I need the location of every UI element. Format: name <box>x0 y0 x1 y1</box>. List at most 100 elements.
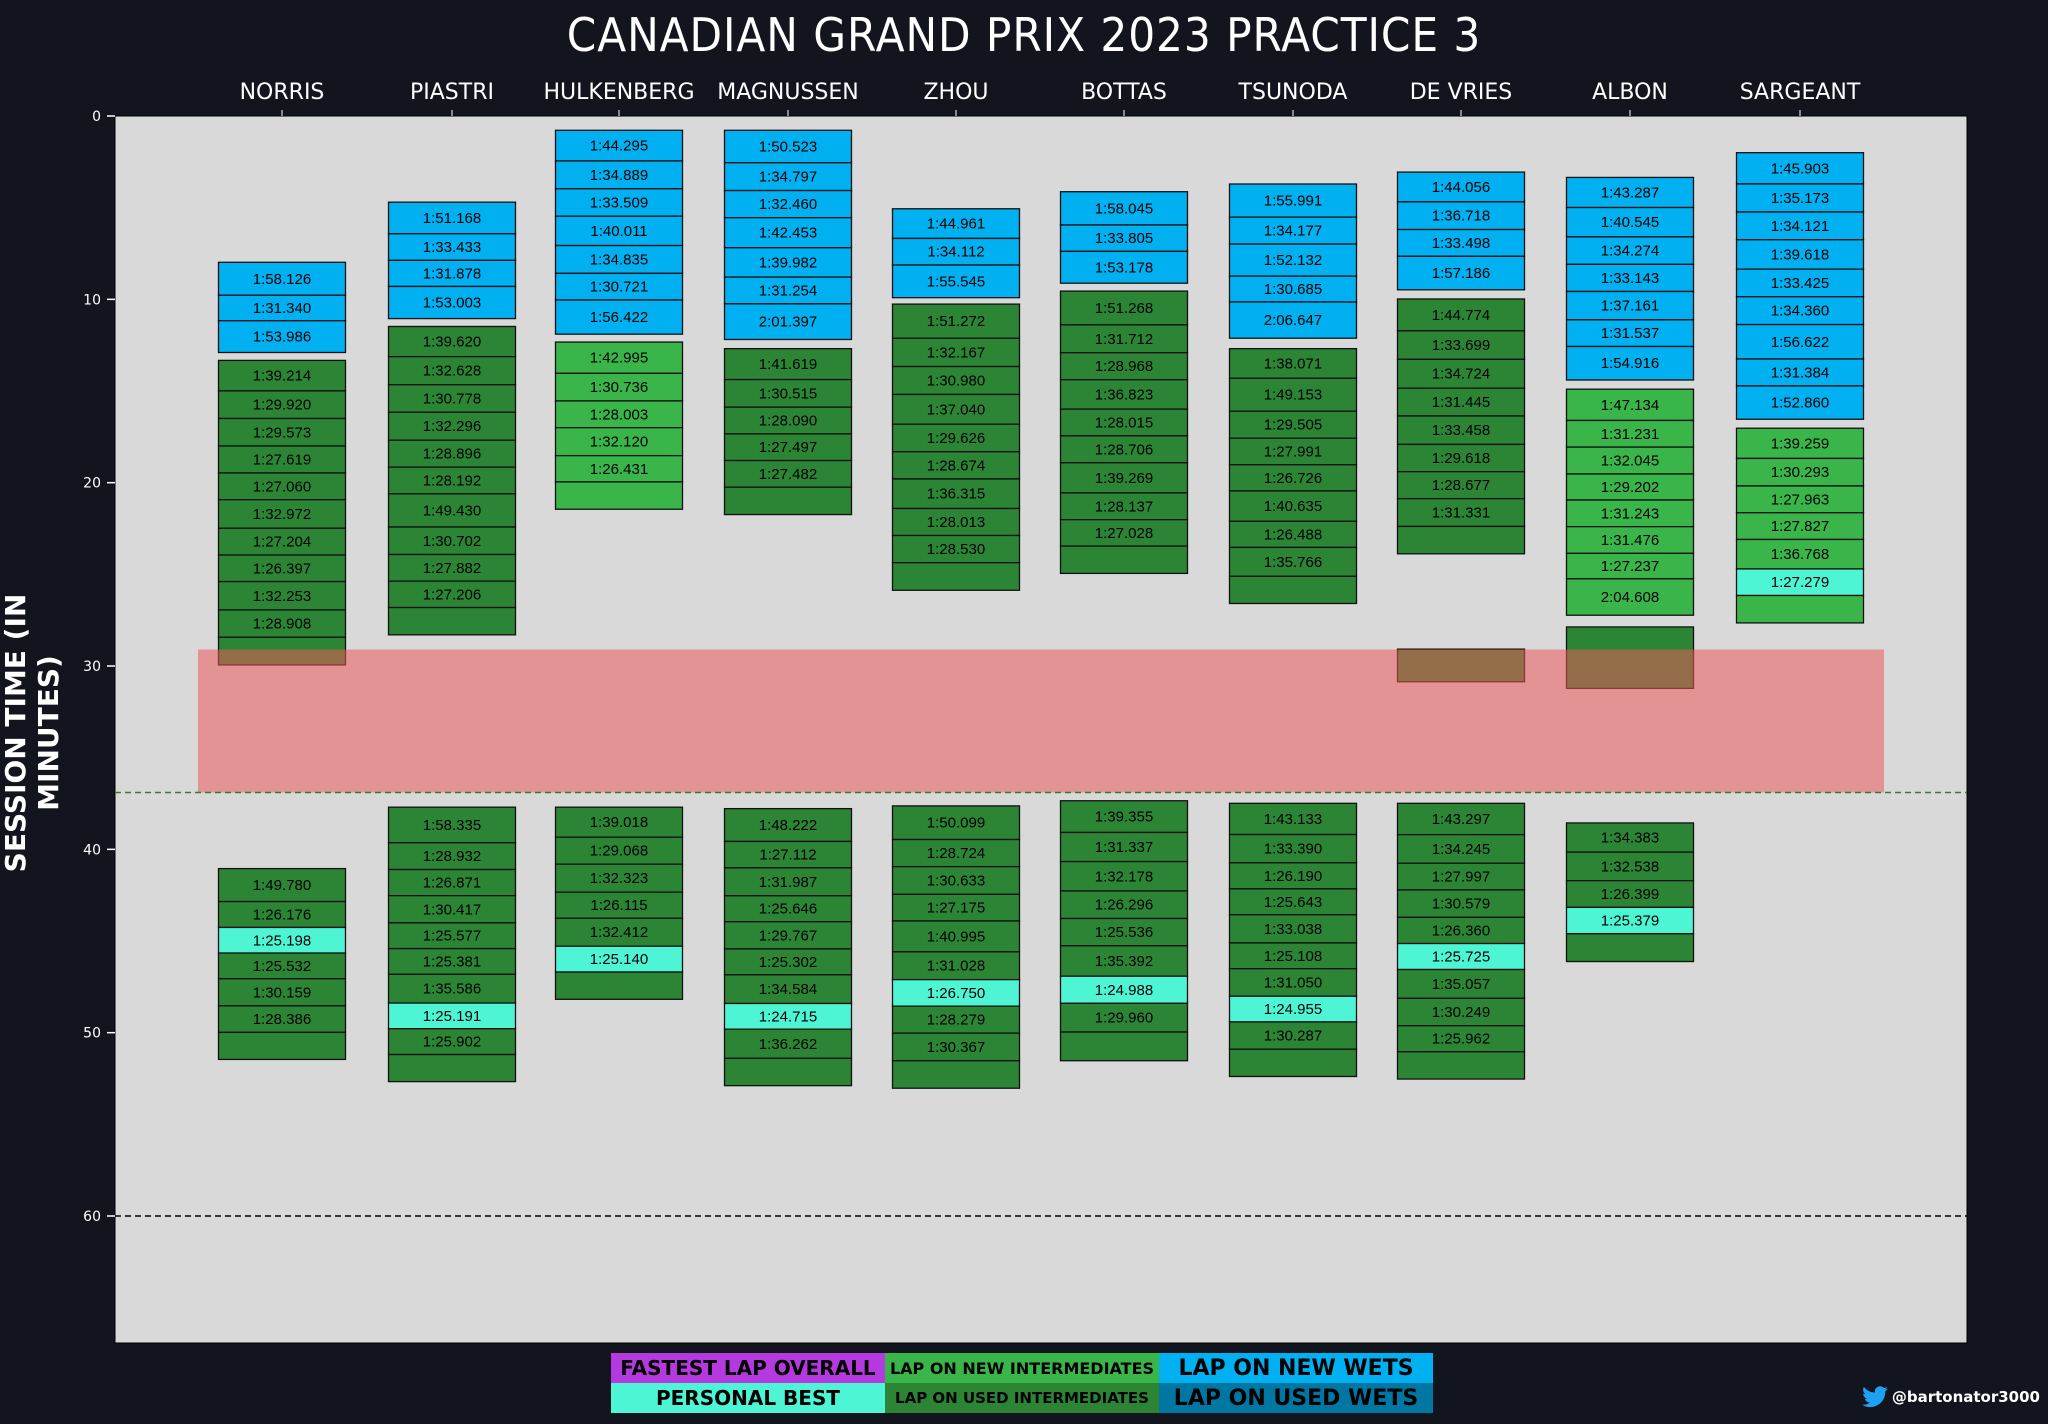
lap-bar <box>1396 387 1526 417</box>
in-lap-bar <box>723 1057 853 1087</box>
lap-time-label: 1:28.908 <box>253 616 311 633</box>
stint: 1:43.297 1:34.245 1:27.997 1:30.579 1:26.360… <box>1396 802 1526 1080</box>
lap-bar <box>1228 464 1358 492</box>
lap-time-label: 1:49.430 <box>423 502 481 519</box>
lap-time-label: 1:42.453 <box>759 225 817 242</box>
lap-bar <box>1059 492 1189 521</box>
lap-bar <box>891 208 1021 240</box>
lap-time-label: 1:28.896 <box>423 446 481 463</box>
lap-time-label: 1:32.323 <box>590 870 648 887</box>
lap-time-label: 1:30.721 <box>590 279 648 296</box>
lap-time-label: 1:49.153 <box>1264 387 1322 404</box>
lap-time-label: 1:31.331 <box>1432 505 1490 522</box>
lap-time-label: 1:31.340 <box>253 300 311 317</box>
lap-bar <box>1396 997 1526 1027</box>
y-tick-label: 40 <box>83 842 101 858</box>
lap-time-label: 1:39.269 <box>1095 470 1153 487</box>
lap-bar <box>1396 802 1526 836</box>
lap-time-label: 1:31.712 <box>1095 331 1153 348</box>
lap-bar <box>1396 916 1526 945</box>
lap-bar <box>554 454 684 483</box>
lap-bar <box>1059 224 1189 252</box>
lap-time-label: 1:36.315 <box>927 486 985 503</box>
lap-time-label: 1:26.360 <box>1432 922 1490 939</box>
lap-bar <box>723 895 853 923</box>
lap-time-label: 1:40.635 <box>1264 498 1322 515</box>
lap-bar <box>217 261 347 296</box>
lap-time-label: 1:31.050 <box>1264 974 1322 991</box>
lap-time-label: 1:30.159 <box>253 984 311 1001</box>
lap-time-label: 1:33.699 <box>1432 337 1490 354</box>
lap-bar <box>891 920 1021 953</box>
lap-time-label: 1:35.766 <box>1264 554 1322 571</box>
lap-bar <box>1059 860 1189 892</box>
lap-time-label: 1:31.231 <box>1601 426 1659 443</box>
lap-bar <box>387 526 517 556</box>
stint: 1:39.620 1:32.628 1:30.778 1:32.296 1:28.896… <box>387 325 517 636</box>
lap-time-label: 1:24.955 <box>1264 1001 1322 1018</box>
lap-time-label: 1:25.108 <box>1264 948 1322 965</box>
stint: 1:51.268 1:31.712 1:28.968 1:36.823 1:28.015… <box>1059 290 1189 575</box>
lap-bar <box>1735 296 1865 326</box>
lap-bar <box>723 129 853 164</box>
lap-bar <box>217 417 347 447</box>
stint: 1:38.071 1:49.153 1:29.505 1:27.991 1:26.726… <box>1228 347 1358 605</box>
lap-bar <box>1228 410 1358 439</box>
lap-bar <box>723 217 853 249</box>
lap-bar <box>891 451 1021 480</box>
lap-time-label: 1:28.192 <box>423 472 481 489</box>
lap-time-label: 1:29.202 <box>1601 479 1659 496</box>
lap-time-label: 1:32.178 <box>1095 868 1153 885</box>
lap-time-label: 1:50.523 <box>759 139 817 156</box>
lap-bar <box>217 472 347 501</box>
lap-bar <box>217 952 347 980</box>
lap-time-label: 1:30.778 <box>423 390 481 407</box>
lap-bar <box>1059 1002 1189 1033</box>
lap-time-label: 1:35.392 <box>1095 953 1153 970</box>
lap-time-label: 1:28.015 <box>1095 414 1153 431</box>
lap-bar <box>217 580 347 611</box>
lap-bar <box>1735 183 1865 213</box>
lap-time-label: 1:34.584 <box>759 981 817 998</box>
driver-name: ALBON <box>1592 80 1668 105</box>
lap-bar <box>1059 462 1189 494</box>
lap-time-label: 1:28.137 <box>1095 498 1153 515</box>
lap-time-label: 1:27.279 <box>1771 574 1829 591</box>
lap-bar <box>387 973 517 1004</box>
lap-bar <box>217 499 347 529</box>
lap-time-label: 1:35.173 <box>1771 190 1829 207</box>
lap-time-label: 1:34.177 <box>1264 223 1322 240</box>
lap-bar <box>1228 802 1358 836</box>
stint: 1:50.523 1:34.797 1:32.460 1:42.453 1:39.982… <box>723 129 853 341</box>
lap-time-label: 1:26.399 <box>1601 886 1659 903</box>
red-flag-band <box>198 649 1884 793</box>
lap-bar <box>1059 408 1189 437</box>
lap-time-label: 1:39.018 <box>590 814 648 831</box>
lap-bar <box>387 356 517 386</box>
stint: 1:41.619 1:30.515 1:28.090 1:27.497 1:27.482 <box>723 347 853 516</box>
lap-bar <box>554 272 684 301</box>
lap-bar <box>723 162 853 192</box>
lap-time-label: 1:32.296 <box>423 418 481 435</box>
lap-bar <box>723 1002 853 1030</box>
lap-time-label: 1:28.968 <box>1095 358 1153 375</box>
driver-name: SARGEANT <box>1740 80 1861 105</box>
lap-bar <box>891 951 1021 981</box>
lap-time-label: 1:31.337 <box>1095 839 1153 856</box>
lap-time-label: 1:58.126 <box>253 271 311 288</box>
lap-bar <box>217 527 347 556</box>
stint: 1:34.383 1:32.538 1:26.399 1:25.379 <box>1565 822 1695 963</box>
lap-bar <box>387 325 517 358</box>
lap-time-label: 1:35.057 <box>1432 976 1490 993</box>
lap-time-label: 1:39.620 <box>423 334 481 351</box>
y-tick-label: 20 <box>83 476 101 492</box>
lap-time-label: 1:28.932 <box>423 848 481 865</box>
lap-time-label: 1:26.871 <box>423 875 481 892</box>
lap-time-label: 1:27.963 <box>1771 491 1829 508</box>
lap-time-label: 1:35.586 <box>423 981 481 998</box>
lap-time-label: 1:28.386 <box>253 1011 311 1028</box>
lap-time-label: 1:29.960 <box>1095 1010 1153 1027</box>
stint: 1:44.961 1:34.112 1:55.545 <box>891 208 1021 299</box>
stint: 1:51.272 1:32.167 1:30.980 1:37.040 1:29.626… <box>891 303 1021 591</box>
lap-bar <box>1228 862 1358 890</box>
